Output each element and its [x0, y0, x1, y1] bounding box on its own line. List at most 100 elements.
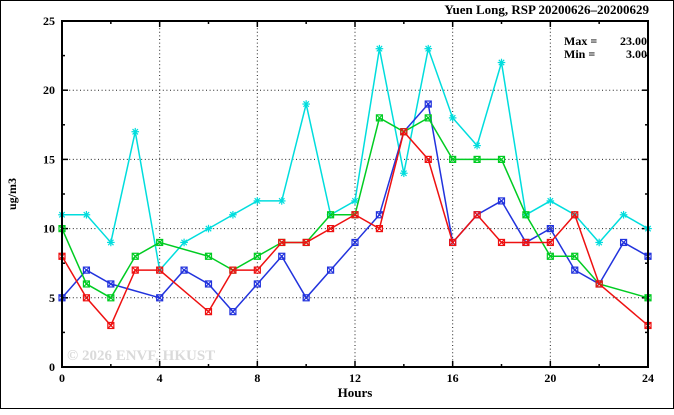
marker-x	[107, 280, 115, 288]
series-cyan-line	[62, 45, 649, 272]
marker-box	[156, 266, 164, 274]
marker-x	[107, 322, 115, 329]
marker-box	[326, 266, 335, 274]
marker-x	[82, 280, 90, 288]
marker-star	[473, 142, 481, 149]
y-tick-label: 15	[43, 152, 55, 166]
marker-star	[620, 211, 627, 218]
y-tick-label: 5	[49, 291, 55, 305]
marker-box	[351, 211, 359, 219]
marker-star	[498, 59, 505, 66]
marker-box	[107, 321, 115, 330]
marker-box	[571, 211, 579, 219]
marker-box	[375, 114, 384, 122]
marker-x	[522, 211, 530, 219]
stat-max-label: Max =	[564, 34, 597, 48]
marker-x	[449, 239, 457, 246]
marker-box	[546, 252, 554, 260]
marker-x	[424, 155, 432, 163]
marker-x	[131, 266, 139, 274]
marker-box	[253, 280, 261, 288]
marker-x	[229, 266, 237, 274]
marker-x	[156, 266, 164, 274]
marker-box	[107, 280, 115, 288]
marker-star	[107, 239, 114, 246]
y-tick-label: 10	[43, 222, 55, 236]
marker-star	[132, 128, 139, 135]
y-tick-label: 0	[49, 360, 55, 374]
marker-x	[400, 128, 408, 136]
y-axis-title: ug/m3	[5, 178, 19, 210]
marker-x	[302, 239, 310, 246]
stat-min-value: 3.00	[626, 47, 647, 61]
marker-box	[82, 280, 91, 288]
series-blue	[58, 100, 652, 316]
marker-box	[229, 266, 237, 274]
marker-box	[107, 294, 115, 302]
marker-box	[278, 252, 286, 260]
marker-x	[498, 239, 505, 246]
marker-box	[424, 114, 432, 122]
marker-box	[131, 252, 139, 260]
marker-x	[131, 252, 139, 260]
marker-box	[204, 252, 213, 260]
marker-x	[278, 239, 286, 246]
marker-box	[156, 294, 164, 302]
marker-x	[253, 266, 261, 274]
marker-star	[449, 114, 456, 122]
x-tick-label: 24	[642, 371, 654, 385]
marker-box	[497, 155, 506, 163]
marker-x	[327, 211, 335, 219]
marker-box	[595, 280, 603, 288]
stat-max-value: 23.00	[620, 34, 647, 48]
marker-star	[351, 197, 359, 205]
series-blue-markers	[58, 100, 652, 316]
marker-star	[278, 197, 285, 205]
marker-x	[571, 266, 579, 274]
marker-x	[302, 294, 310, 302]
series-red-line	[61, 130, 649, 327]
marker-box	[204, 308, 213, 316]
marker-star	[83, 211, 90, 218]
y-tick-label: 25	[43, 14, 55, 28]
marker-box	[302, 294, 310, 302]
marker-box	[82, 294, 91, 302]
marker-x	[571, 211, 579, 219]
marker-x	[375, 225, 383, 233]
marker-box	[326, 225, 335, 233]
series-blue-line	[61, 102, 649, 313]
marker-x	[156, 294, 164, 302]
marker-x	[180, 266, 188, 274]
marker-x	[449, 155, 457, 163]
marker-x	[473, 155, 481, 163]
marker-box	[375, 225, 384, 233]
marker-star	[425, 45, 432, 52]
marker-box	[497, 238, 506, 247]
marker-x	[351, 239, 359, 246]
marker-box	[424, 155, 432, 163]
marker-x	[205, 308, 212, 316]
marker-box	[473, 211, 481, 219]
x-tick-label: 0	[59, 371, 65, 385]
marker-x	[546, 239, 554, 246]
marker-x	[327, 266, 335, 274]
marker-x	[278, 252, 286, 260]
marker-box	[326, 211, 335, 219]
marker-box	[302, 238, 310, 247]
series-red	[58, 128, 652, 330]
marker-x	[351, 211, 359, 219]
marker-star	[303, 100, 310, 108]
marker-star	[400, 170, 407, 177]
x-tick-label: 4	[157, 371, 163, 385]
x-tick-label: 8	[254, 371, 260, 385]
x-axis-title: Hours	[338, 385, 373, 400]
marker-box	[278, 238, 286, 247]
marker-box	[449, 238, 457, 247]
marker-box	[522, 238, 530, 247]
marker-box	[619, 238, 628, 247]
marker-x	[375, 211, 383, 219]
marker-box	[253, 252, 261, 260]
x-tick-label: 16	[447, 371, 459, 385]
